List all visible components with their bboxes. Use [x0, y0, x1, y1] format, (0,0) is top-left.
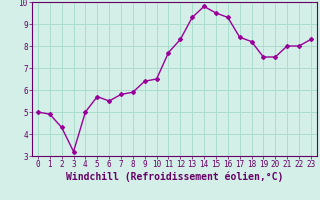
X-axis label: Windchill (Refroidissement éolien,°C): Windchill (Refroidissement éolien,°C) [66, 172, 283, 182]
